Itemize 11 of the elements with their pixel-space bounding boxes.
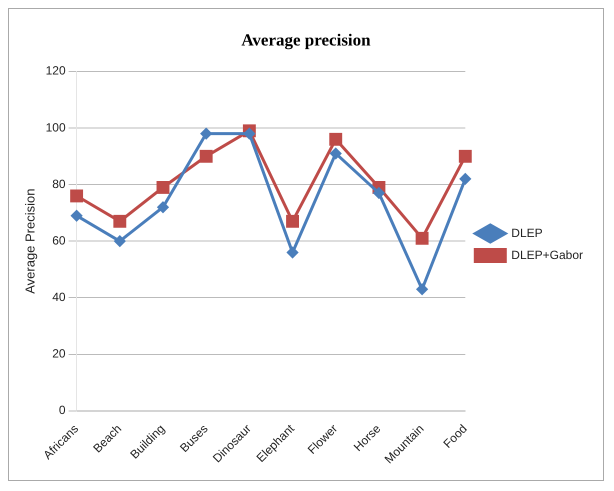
- legend-label: DLEP+Gabor: [511, 248, 584, 262]
- y-axis-title: Average Precision: [22, 188, 38, 294]
- y-tick-label: 20: [52, 346, 66, 361]
- y-tick-label: 100: [46, 120, 66, 134]
- y-tick-label: 40: [52, 290, 66, 304]
- y-tick-label: 0: [58, 403, 66, 418]
- legend-label: DLEP: [511, 226, 543, 240]
- y-tick-label: 80: [52, 176, 66, 191]
- y-tick-label: 60: [52, 233, 66, 248]
- chart-title: Average precision: [241, 30, 372, 50]
- y-tick-label: 120: [46, 64, 66, 78]
